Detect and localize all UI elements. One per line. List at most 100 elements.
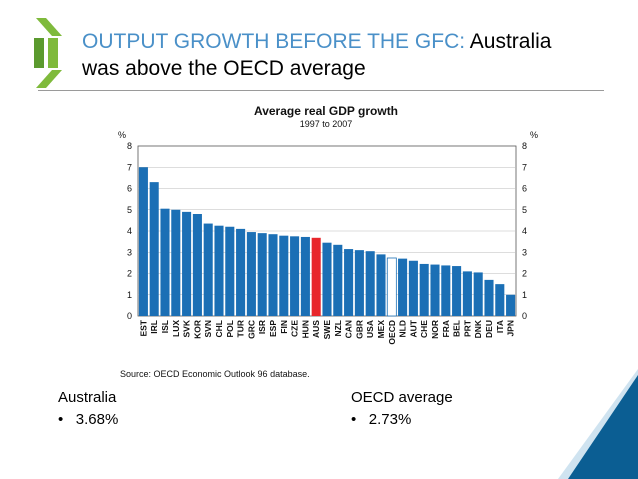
y-tick-label-right: 2 [522, 269, 527, 279]
bar-jpn [506, 294, 516, 316]
australia-stat: Australia 3.68% [58, 387, 118, 431]
bar-esp [268, 234, 278, 316]
bar-grc [246, 232, 256, 316]
bar-nzl [333, 244, 343, 316]
y-tick-label-right: 8 [522, 141, 527, 151]
bar-aut [408, 260, 418, 316]
bar-lux [171, 209, 181, 316]
x-tick-label-fin: FIN [279, 320, 289, 334]
title-country: Australia [469, 30, 552, 53]
gdp-growth-chart: Average real GDP growth 1997 to 2007 % %… [118, 104, 538, 379]
corner-decoration-icon [558, 369, 638, 479]
logo-chevron-bottom [36, 70, 62, 88]
y-tick-label-right: 5 [522, 205, 527, 215]
y-tick-label-left: 8 [127, 141, 132, 151]
oecd-stat: OECD average 2.73% [351, 387, 453, 431]
x-tick-label-che: CHE [419, 320, 429, 338]
x-tick-label-mex: MEX [376, 320, 386, 339]
x-tick-label-dnk: DNK [473, 319, 483, 338]
x-tick-label-irl: IRL [149, 320, 159, 334]
x-tick-label-nzl: NZL [333, 320, 343, 337]
bar-aus [311, 237, 321, 316]
title-line-2: was above the OECD average [82, 57, 366, 80]
bar-cze [290, 236, 300, 316]
x-tick-label-usa: USA [365, 320, 375, 338]
bar-tur [236, 228, 246, 317]
x-tick-label-nld: NLD [398, 320, 408, 337]
bar-chl [214, 225, 224, 316]
x-tick-label-nor: NOR [430, 320, 440, 339]
bar-deu [484, 279, 494, 317]
x-tick-label-pol: POL [225, 320, 235, 337]
bar-pol [225, 226, 235, 316]
oecd-value: 2.73% [351, 409, 453, 431]
page-title: OUTPUT GROWTH BEFORE THE GFC: Australia … [82, 28, 622, 82]
bar-isr [257, 233, 267, 317]
bar-gbr [354, 250, 364, 317]
bar-dnk [473, 272, 483, 316]
bar-prt [462, 271, 472, 317]
y-tick-label-right: 6 [522, 184, 527, 194]
title-divider [38, 90, 604, 91]
bar-swe [322, 242, 332, 316]
x-tick-label-hun: HUN [300, 320, 310, 338]
x-tick-label-aus: AUS [311, 320, 321, 338]
bar-che [419, 263, 429, 316]
chart-subtitle: 1997 to 2007 [300, 119, 353, 129]
bar-oecd [386, 257, 397, 317]
x-tick-label-svk: SVK [182, 319, 192, 337]
x-tick-label-oecd: OECD [387, 320, 397, 345]
bar-nor [430, 264, 440, 316]
y-axis-unit-left: % [118, 130, 126, 140]
bar-mex [376, 254, 386, 317]
x-tick-label-bel: BEL [452, 320, 462, 337]
bar-usa [365, 251, 375, 316]
bar-svk [182, 211, 192, 316]
x-tick-label-prt: PRT [462, 319, 472, 337]
x-tick-label-swe: SWE [322, 320, 332, 340]
logo-bar-left [34, 38, 44, 68]
x-tick-label-chl: CHL [214, 320, 224, 337]
y-tick-label-right: 7 [522, 162, 527, 172]
bar-ita [495, 284, 505, 317]
y-tick-label-right: 4 [522, 226, 527, 236]
x-tick-label-jpn: JPN [506, 320, 516, 337]
y-tick-label-left: 4 [127, 226, 132, 236]
bar-can [344, 249, 354, 316]
bar-fin [279, 235, 289, 316]
corner-triangle-dark [568, 375, 638, 479]
x-tick-label-can: CAN [344, 320, 354, 338]
y-axis-unit-right: % [530, 130, 538, 140]
y-tick-label-right: 1 [522, 290, 527, 300]
oecd-logo-icon [34, 18, 62, 88]
x-tick-label-aut: AUT [408, 319, 418, 337]
y-tick-label-left: 1 [127, 290, 132, 300]
logo-bar-right [48, 38, 58, 68]
bar-isl [160, 208, 170, 316]
title-accent: OUTPUT GROWTH BEFORE THE GFC: [82, 30, 466, 53]
x-tick-label-est: EST [138, 319, 148, 336]
x-tick-label-tur: TUR [236, 320, 246, 337]
x-tick-label-esp: ESP [268, 320, 278, 337]
bar-svn [203, 223, 213, 316]
x-tick-label-kor: KOR [192, 320, 202, 339]
logo-chevron-top [36, 18, 62, 36]
x-tick-label-deu: DEU [484, 320, 494, 338]
bar-irl [149, 182, 159, 317]
bar-nld [398, 258, 408, 317]
y-tick-label-right: 0 [522, 311, 527, 321]
bar-kor [192, 214, 202, 316]
x-tick-label-isl: ISL [160, 320, 170, 333]
oecd-label: OECD average [351, 389, 453, 406]
x-tick-label-fra: FRA [441, 320, 451, 337]
y-tick-label-right: 3 [522, 247, 527, 257]
bar-hun [300, 236, 310, 316]
y-tick-label-left: 6 [127, 184, 132, 194]
australia-label: Australia [58, 389, 117, 406]
bar-fra [441, 265, 451, 316]
y-tick-label-left: 3 [127, 247, 132, 257]
x-tick-label-lux: LUX [171, 320, 181, 337]
australia-value: 3.68% [58, 409, 119, 431]
y-tick-label-left: 0 [127, 311, 132, 321]
x-tick-label-isr: ISR [257, 320, 267, 334]
